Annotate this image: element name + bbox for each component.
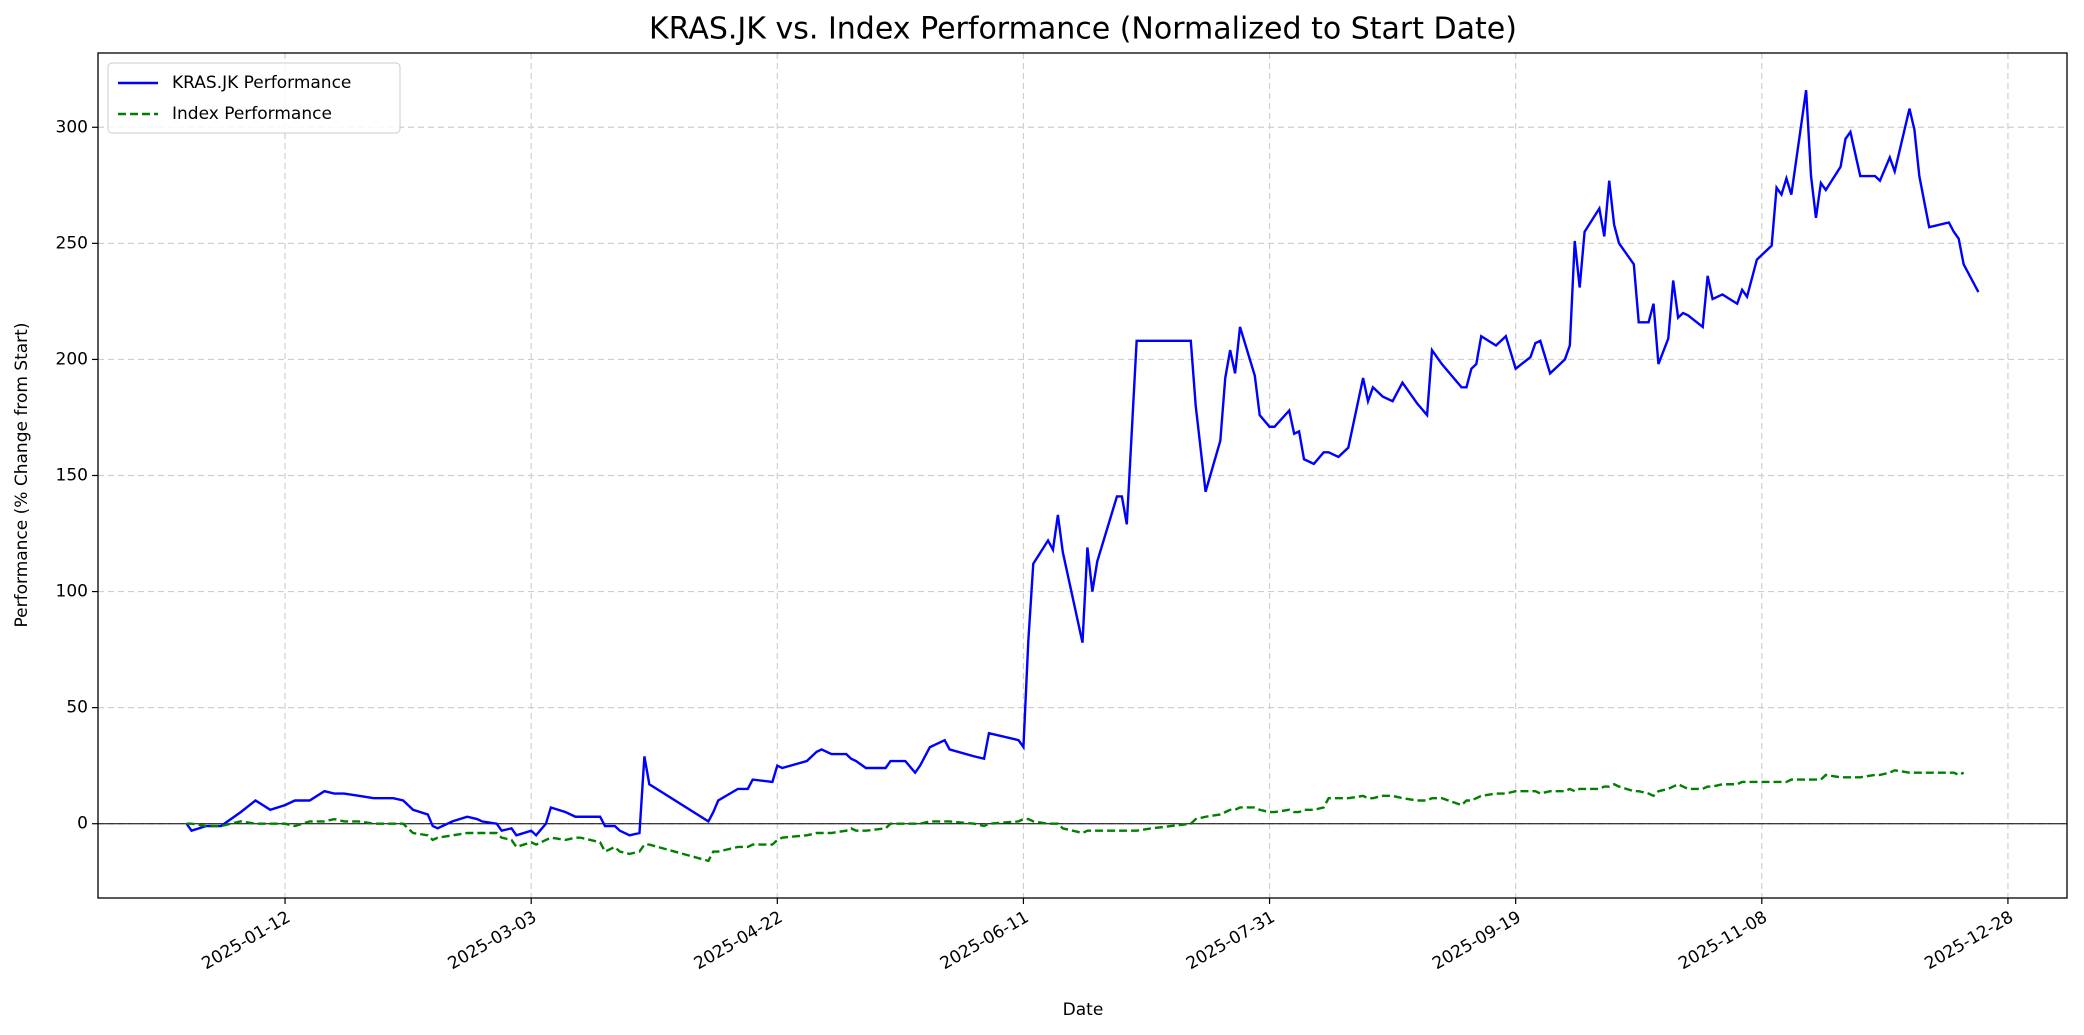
x-tick-label: 2025-04-22	[691, 907, 787, 974]
legend-label: Index Performance	[172, 104, 332, 124]
y-axis-label: Performance (% Change from Start)	[12, 323, 32, 628]
y-tick-label: 150	[56, 466, 88, 486]
legend: KRAS.JK Performance Index Performance	[107, 62, 401, 134]
plot-frame	[97, 52, 2068, 899]
y-tick-label: 250	[56, 233, 88, 253]
series-line	[186, 769, 1965, 863]
y-tick-label: 0	[77, 814, 88, 834]
x-axis-label: Date	[1063, 1000, 1104, 1020]
legend-box	[107, 62, 401, 134]
x-tick-label: 2025-12-28	[1921, 907, 2017, 974]
y-tick-label: 300	[56, 117, 88, 137]
x-tick-label: 2025-06-11	[937, 907, 1033, 974]
y-tick-label: 200	[56, 349, 88, 369]
x-tick-label: 2025-07-31	[1183, 907, 1279, 974]
chart-title: KRAS.JK vs. Index Performance (Normalize…	[649, 12, 1517, 47]
x-tick-label: 2025-09-19	[1429, 907, 1525, 974]
y-tick-label: 50	[66, 698, 88, 718]
x-tick-label: 2025-03-03	[445, 907, 541, 974]
y-tick-label: 100	[56, 582, 88, 602]
x-tick-label: 2025-11-08	[1675, 907, 1771, 974]
x-tick-label: 2025-01-12	[198, 907, 294, 974]
series-line	[185, 89, 1980, 838]
legend-label: KRAS.JK Performance	[172, 73, 351, 93]
